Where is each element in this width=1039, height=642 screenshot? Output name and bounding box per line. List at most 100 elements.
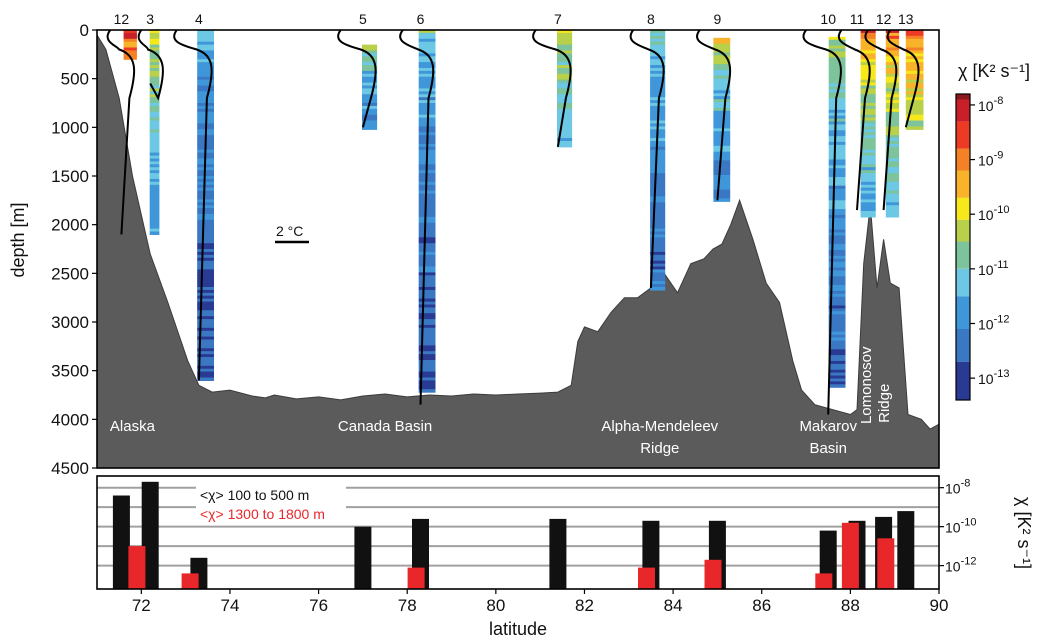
chi-strip-layer	[418, 389, 436, 393]
chi-strip-layer	[418, 266, 436, 270]
chi-strip-layer	[713, 87, 731, 91]
chi-strip-layer	[197, 284, 214, 288]
chi-strip-layer	[860, 105, 876, 110]
chi-strip-layer	[557, 120, 573, 124]
chi-strip-layer	[418, 208, 436, 212]
chi-strip-layer	[197, 82, 214, 87]
depth-tick-label: 1000	[51, 118, 89, 137]
chi-strip-layer	[650, 50, 666, 54]
chi-strip	[149, 30, 160, 235]
chi-strip-layer	[650, 202, 666, 206]
chi-strip-layer	[860, 155, 876, 160]
chi-strip-layer	[197, 214, 214, 218]
chi-strip-layer	[650, 164, 666, 168]
chi-strip-layer	[197, 181, 214, 186]
chi-strip-layer	[557, 85, 573, 89]
chi-strip-layer	[885, 35, 900, 40]
chi-strip-layer	[418, 70, 436, 75]
chi-strip-layer	[418, 68, 436, 72]
bar	[549, 518, 567, 589]
chi-strip-layer	[860, 143, 876, 148]
chi-strip-layer	[905, 123, 924, 127]
chi-strip-layer	[828, 320, 846, 324]
colorbar-swatch	[956, 361, 970, 400]
chi-strip-layer	[860, 97, 876, 101]
chi-strip-layer	[418, 41, 436, 46]
chi-strip-layer	[885, 141, 900, 145]
chi-strip-layer	[905, 73, 924, 78]
chi-strip-layer	[828, 197, 846, 201]
chi-strip-layer	[713, 186, 731, 191]
chi-strip-layer	[149, 208, 160, 212]
chi-strip-layer	[418, 105, 436, 110]
chi-strip-layer	[828, 159, 846, 163]
chi-strip-layer	[905, 32, 924, 37]
chi-strip-layer	[885, 161, 900, 165]
latitude-ticks: 72 74 76 78 80 82 84 86 88 90	[132, 589, 948, 615]
chi-strip-layer	[650, 287, 666, 291]
chi-strip-layer	[650, 44, 666, 49]
chi-strip-layer	[197, 234, 214, 238]
chi-strip	[828, 36, 846, 388]
chi-strip-layer	[828, 276, 846, 280]
chi-strip-layer	[650, 170, 666, 174]
chi-strip-layer	[885, 100, 900, 104]
chi-strip-layer	[828, 136, 846, 140]
chi-strip-layer	[149, 114, 160, 119]
chi-strip-layer	[828, 358, 846, 362]
chi-strip-layer	[197, 281, 214, 285]
chi-strip-layer	[197, 190, 214, 195]
chi-strip-layer	[418, 339, 436, 343]
chi-strip-layer	[650, 284, 666, 288]
chi-strip-layer	[860, 68, 876, 72]
chi-strip-layer	[418, 91, 436, 95]
chi-strip-layer	[828, 372, 846, 377]
chi-strip-layer	[828, 42, 846, 47]
chi-strip-layer	[905, 35, 924, 40]
chi-strip-layer	[828, 340, 846, 344]
chi-strip-layer	[650, 278, 666, 282]
chi-strip-layer	[557, 59, 573, 63]
chi-strip-layer	[418, 263, 436, 268]
chi-strip-layer	[418, 251, 436, 256]
chi-strip-layer	[885, 152, 900, 157]
chi-strip-layer	[885, 149, 900, 154]
chi-strip-layer	[149, 158, 160, 162]
chi-strip-layer	[149, 79, 160, 84]
chi-strip-layer	[149, 59, 160, 63]
chi-strip-layer	[149, 38, 160, 43]
chi-strip-layer	[905, 70, 924, 75]
chi-strip-layer	[418, 316, 436, 320]
chi-strip-layer	[362, 82, 378, 87]
chi-strip-layer	[860, 187, 876, 192]
chi-strip-layer	[828, 223, 846, 228]
chi-strip-layer	[828, 238, 846, 242]
chi-strip-layer	[713, 107, 731, 112]
chi-strip-layer	[860, 44, 876, 49]
chi-strip-layer	[418, 275, 436, 279]
chi-strip-layer	[650, 68, 666, 72]
chi-strip-layer	[860, 129, 876, 133]
colorbar-tick-label: 10-12	[978, 314, 1009, 333]
chi-strip-layer	[650, 184, 666, 189]
chi-strip-layer	[123, 38, 137, 43]
chi-strip-layer	[650, 181, 666, 186]
chi-strip-layer	[860, 146, 876, 151]
chi-strip-layer	[418, 348, 436, 352]
chi-strip-layer	[557, 44, 573, 49]
chi-strip-layer	[828, 80, 846, 85]
chi-strip-layer	[905, 126, 924, 130]
chi-strip-layer	[860, 152, 876, 157]
chi-strip-layer	[713, 93, 731, 97]
chi-strip-layer	[650, 70, 666, 75]
chi-strip-layer	[197, 79, 214, 84]
chi-strip-layer	[650, 260, 666, 265]
chi-strip-layer	[557, 62, 573, 66]
chi-strip-layer	[197, 103, 214, 107]
bars-layer	[112, 481, 915, 589]
chi-strip-layer	[418, 287, 436, 291]
chi-strip-layer	[149, 205, 160, 209]
chi-strip-layer	[713, 198, 731, 202]
chi-strip-layer	[418, 94, 436, 98]
chi-strip-layer	[149, 202, 160, 206]
